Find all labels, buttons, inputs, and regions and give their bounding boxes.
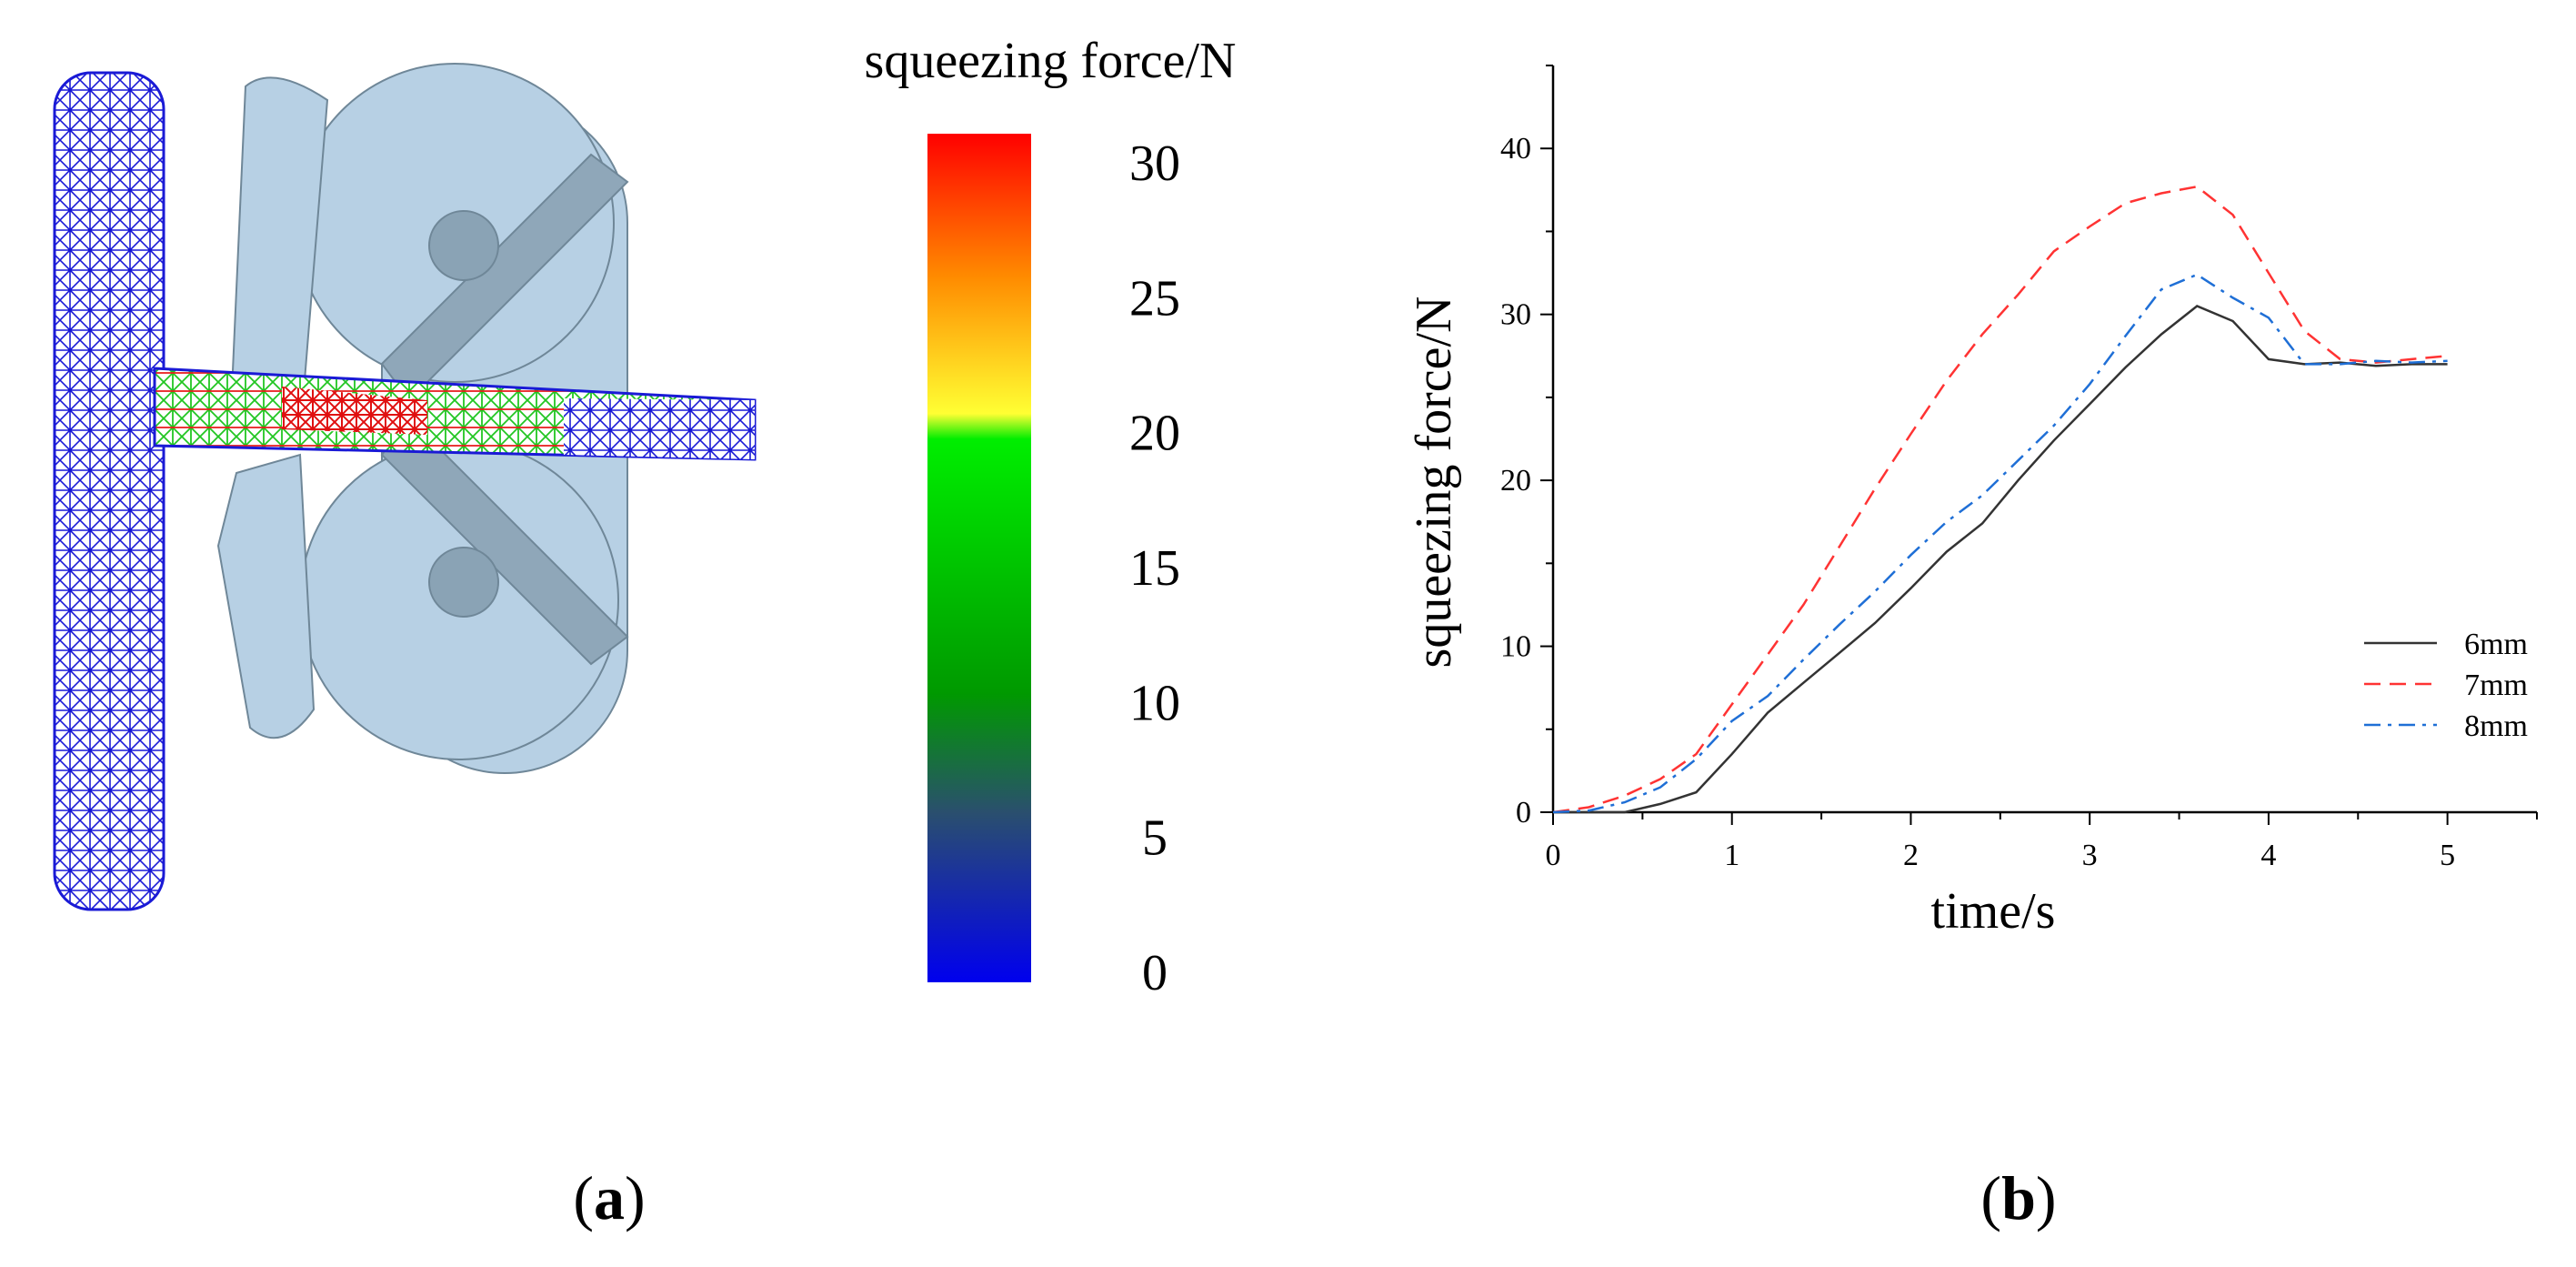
simulation-illustration [53,63,757,911]
upper-shaft-hole [428,210,499,281]
chart-series [1552,185,2448,814]
tube-mesh [53,71,757,911]
legend-label: 6mm [2464,628,2528,661]
series-line-7mm [1552,185,2448,814]
tube-end [564,398,755,459]
x-axis-label: time/s [1931,883,2056,940]
lower-shaft-hole [428,547,499,618]
high-force-zone [282,387,427,435]
y-tick-label: 20 [1500,464,1531,498]
x-tick-label: 5 [2440,839,2455,872]
colorbar-tick-label: 10 [1129,675,1180,731]
colorbar-tick-label: 20 [1129,406,1180,462]
legend-label: 7mm [2464,669,2528,702]
panel-b-label: (b) [1980,1163,2056,1232]
panel-a-label: (a) [573,1163,645,1232]
x-tick-label: 1 [1724,839,1739,872]
x-tick-label: 2 [1903,839,1919,872]
y-tick-label: 0 [1516,796,1531,830]
lower-clamp-arm [216,453,316,739]
colorbar-title: squeezing force/N [865,33,1237,89]
colorbar-ticks: 30 25 20 15 10 5 0 [1129,136,1180,1001]
colorbar-tick-label: 25 [1129,270,1180,327]
x-tick-label: 4 [2260,839,2276,872]
y-tick-label: 30 [1500,298,1531,332]
roller-assembly [216,63,629,774]
colorbar [927,134,1031,982]
x-tick-label: 3 [2082,839,2098,872]
y-axis-label: squeezing force/N [1406,297,1462,669]
x-tick-label: 0 [1546,839,1561,872]
line-chart: 0 1 2 3 4 5 0 10 20 30 40 6mm 7mm 8mm time/s squeezi… [1406,65,2538,940]
series-line-6mm [1553,305,2448,814]
colorbar-tick-label: 0 [1142,945,1168,1001]
colorbar-tick-label: 15 [1129,540,1180,597]
vertical-tube [53,71,165,911]
series-line-8mm [1552,273,2448,814]
colorbar-tick-label: 30 [1129,136,1180,192]
chart-legend: 6mm 7mm 8mm [2364,628,2528,743]
chart-axes: 0 1 2 3 4 5 0 10 20 30 40 [1500,65,2538,872]
y-tick-label: 10 [1500,630,1531,664]
y-tick-label: 40 [1500,132,1531,166]
colorbar-tick-label: 5 [1142,810,1168,867]
legend-label: 8mm [2464,709,2528,743]
